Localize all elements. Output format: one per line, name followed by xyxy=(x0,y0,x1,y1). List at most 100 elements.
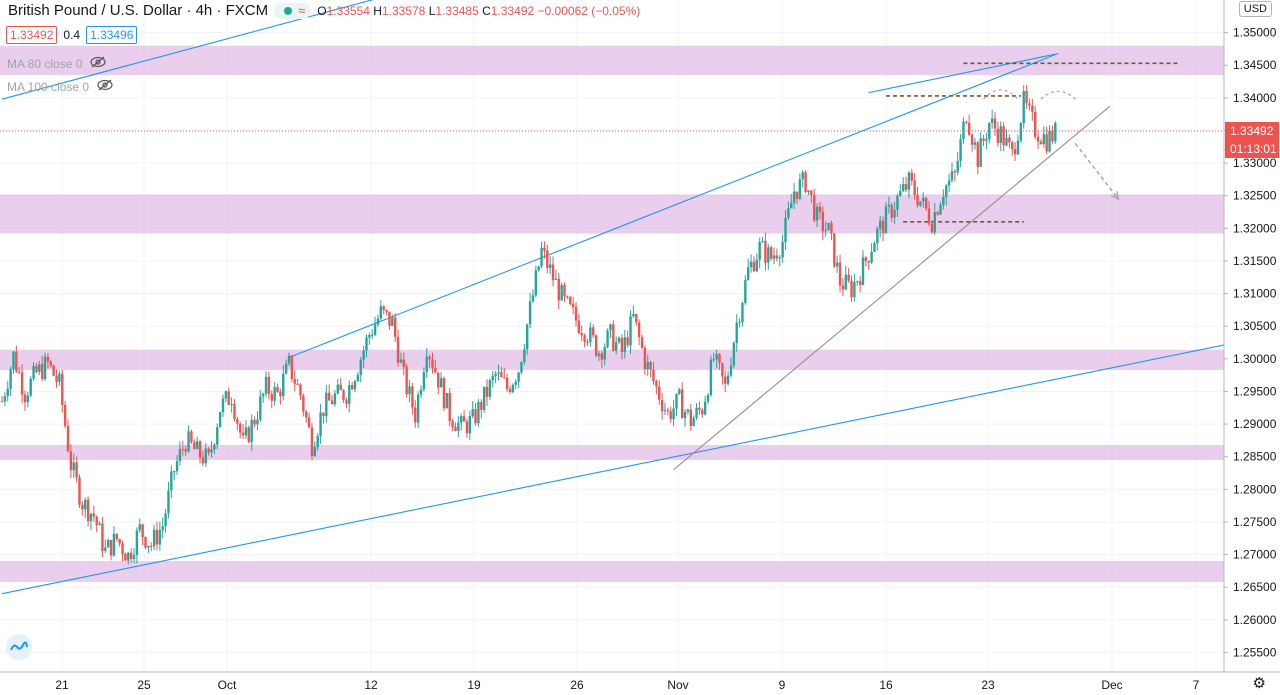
candle-body xyxy=(810,190,813,196)
candle-body xyxy=(554,278,558,280)
candle-body xyxy=(540,247,543,267)
candle-body xyxy=(534,270,538,296)
candle-body xyxy=(1054,122,1057,142)
candle-body xyxy=(712,359,715,361)
indicator-ma100[interactable]: MA 100 close 0 xyxy=(7,79,113,94)
candle-body xyxy=(999,126,1002,143)
candle-body xyxy=(371,334,374,336)
candle-body xyxy=(273,387,276,401)
candle-body xyxy=(462,416,466,422)
candle-body xyxy=(873,243,876,252)
x-tick-label: Oct xyxy=(218,678,237,692)
candle-body xyxy=(287,355,291,364)
candle-body xyxy=(336,384,339,394)
candle-body xyxy=(571,304,575,308)
candle-body xyxy=(847,274,850,281)
candle-body xyxy=(155,529,159,545)
ask-price-button[interactable]: 1.33496 xyxy=(86,26,138,44)
candle-body xyxy=(675,393,678,409)
candle-body xyxy=(956,160,959,173)
candle-body xyxy=(391,317,394,326)
currency-button[interactable]: USD xyxy=(1238,1,1272,17)
candle-body xyxy=(617,337,621,343)
candle-body xyxy=(514,381,517,385)
gear-icon[interactable]: ⚙ xyxy=(1252,675,1266,692)
candle-body xyxy=(75,462,78,478)
indicator-ma80[interactable]: MA 80 close 0 xyxy=(7,56,106,71)
candle-body xyxy=(511,384,515,393)
candle-body xyxy=(416,394,420,423)
candle-body xyxy=(480,402,483,410)
candle-body xyxy=(996,128,1000,143)
candle-body xyxy=(161,526,164,531)
candle-body xyxy=(104,547,107,551)
candle-body xyxy=(345,400,348,404)
candle-body xyxy=(537,266,540,271)
candle-body xyxy=(804,172,807,193)
last-price-tag xyxy=(1225,122,1279,159)
bid-price-button[interactable]: 1.33492 xyxy=(6,26,58,44)
candle-body xyxy=(856,281,859,283)
symbol-title[interactable]: British Pound / U.S. Dollar · 4h · FXCM xyxy=(8,2,269,19)
candle-body xyxy=(147,545,150,548)
candle-body xyxy=(207,448,210,453)
candle-body xyxy=(959,139,962,161)
candle-body xyxy=(86,499,90,522)
eye-hidden-icon[interactable] xyxy=(97,79,113,94)
candle-body xyxy=(350,385,354,390)
candle-body xyxy=(632,313,635,317)
candle-body xyxy=(901,184,905,191)
candle-body xyxy=(138,524,141,531)
candle-body xyxy=(930,223,934,233)
candle-body xyxy=(434,367,437,373)
candle-body xyxy=(752,261,756,272)
candle-body xyxy=(132,555,136,560)
candle-body xyxy=(101,523,104,551)
market-status[interactable]: ≈ xyxy=(274,2,312,19)
candle-body xyxy=(187,431,190,452)
candle-body xyxy=(887,204,891,207)
candle-body xyxy=(853,281,856,298)
candle-body xyxy=(706,395,710,402)
candle-body xyxy=(419,389,423,395)
candle-body xyxy=(947,180,951,186)
candle-body xyxy=(296,383,299,385)
candle-body xyxy=(141,524,144,538)
candle-body xyxy=(1045,134,1048,152)
candle-body xyxy=(112,533,116,556)
candle-body xyxy=(164,513,167,527)
projection-arrow-icon xyxy=(1110,191,1120,201)
candle-body xyxy=(850,280,853,298)
candle-body xyxy=(348,385,351,404)
candle-body xyxy=(924,197,928,209)
candle-body xyxy=(385,309,388,312)
candle-body xyxy=(210,449,213,453)
candle-body xyxy=(284,363,288,374)
channel-line xyxy=(868,53,1056,94)
candle-body xyxy=(939,204,942,215)
candle-body xyxy=(557,278,560,301)
candle-body xyxy=(121,543,124,555)
candle-body xyxy=(747,267,750,280)
eye-hidden-icon[interactable] xyxy=(90,56,106,71)
candle-body xyxy=(988,123,991,140)
candle-body xyxy=(457,422,460,431)
candle-body xyxy=(546,250,549,268)
candle-body xyxy=(583,335,586,342)
candle-body xyxy=(359,359,362,375)
candle-body xyxy=(402,359,405,367)
candle-body xyxy=(755,259,759,272)
candle-body xyxy=(1036,136,1040,142)
projection-line xyxy=(1074,143,1119,200)
y-tick-label: 1.27500 xyxy=(1233,515,1277,529)
pattern-arc xyxy=(1040,90,1076,100)
candle-body xyxy=(224,391,228,399)
candle-body xyxy=(63,404,67,426)
candle-body xyxy=(477,402,480,424)
candle-body xyxy=(256,419,259,425)
tradingview-logo-icon[interactable] xyxy=(6,634,32,660)
candle-body xyxy=(635,313,638,323)
candle-body xyxy=(985,139,988,141)
candle-body xyxy=(701,409,704,415)
